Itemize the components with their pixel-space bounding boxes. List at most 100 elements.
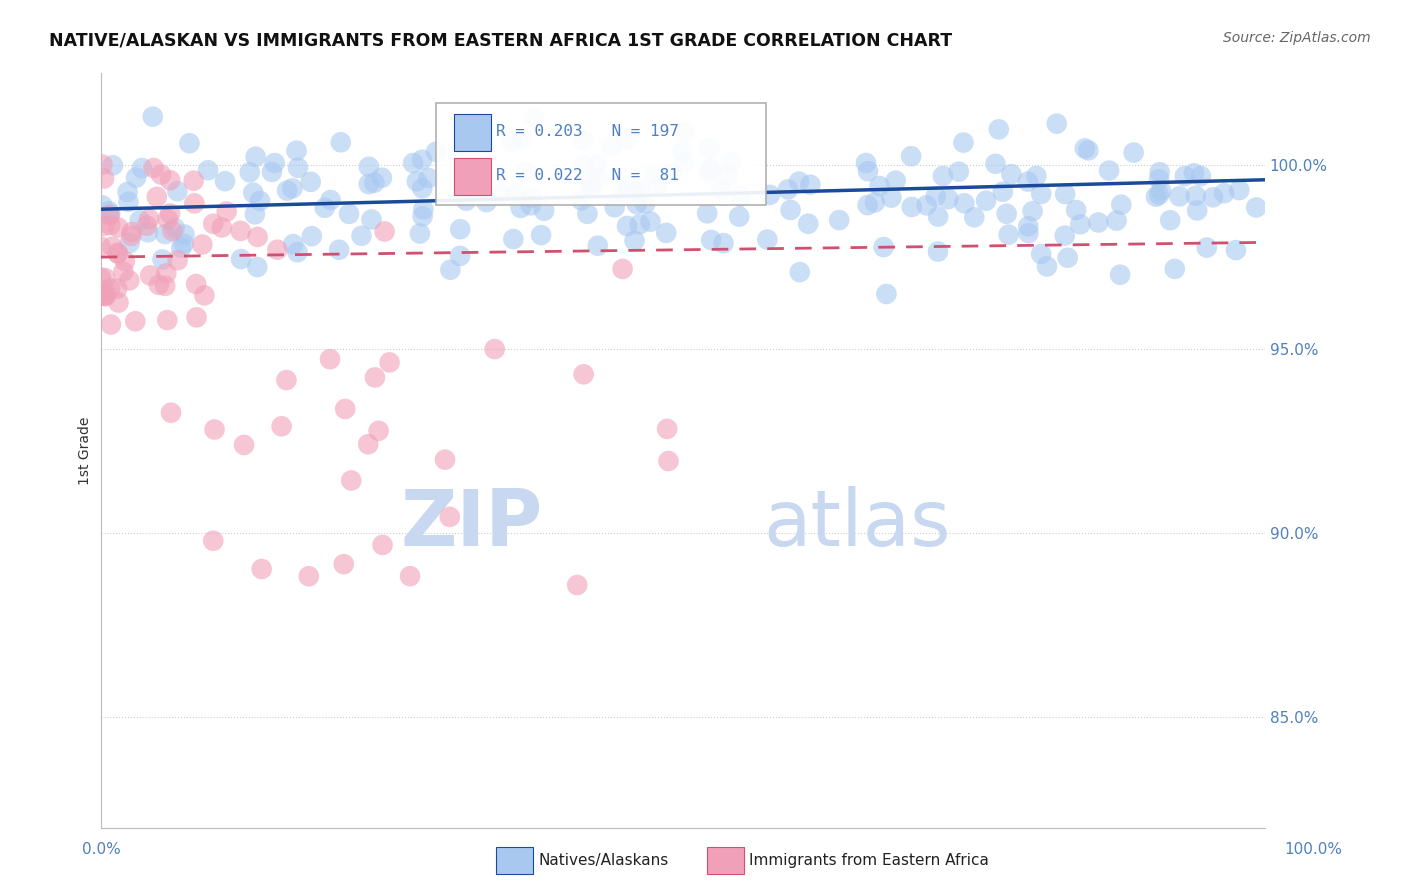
Point xyxy=(93,284,115,298)
Point xyxy=(124,314,146,328)
Point xyxy=(657,454,679,468)
Point xyxy=(357,437,380,451)
Point xyxy=(995,207,1018,221)
Point xyxy=(378,355,401,369)
Point xyxy=(571,194,593,208)
Point xyxy=(671,145,693,159)
Point xyxy=(1227,183,1250,197)
Point xyxy=(136,225,159,239)
Point xyxy=(197,163,219,178)
Point xyxy=(91,288,114,302)
Point xyxy=(229,224,252,238)
Point xyxy=(1149,165,1171,179)
Point xyxy=(579,178,602,192)
Point xyxy=(938,192,960,206)
Point xyxy=(655,226,678,240)
Point xyxy=(107,295,129,310)
Point xyxy=(644,168,666,182)
Point xyxy=(884,174,907,188)
Point xyxy=(484,342,506,356)
Point xyxy=(117,194,139,209)
Point xyxy=(869,178,891,193)
Point xyxy=(155,227,177,241)
Point xyxy=(655,422,678,436)
Point xyxy=(412,210,434,224)
Point xyxy=(229,252,252,266)
Point xyxy=(987,122,1010,136)
Y-axis label: 1st Grade: 1st Grade xyxy=(79,417,93,484)
Point xyxy=(776,182,799,196)
Point xyxy=(720,155,742,169)
Point xyxy=(915,198,938,212)
Point xyxy=(588,171,610,186)
Point xyxy=(787,175,810,189)
Point xyxy=(974,194,997,208)
Point xyxy=(1017,219,1039,234)
Point xyxy=(1244,201,1267,215)
Point xyxy=(285,144,308,158)
Point xyxy=(266,243,288,257)
Point xyxy=(1025,169,1047,183)
Point xyxy=(710,183,733,197)
Point xyxy=(458,177,481,191)
Point xyxy=(728,210,751,224)
Point xyxy=(696,206,718,220)
Point xyxy=(163,221,186,235)
Point xyxy=(270,419,292,434)
Point xyxy=(94,271,117,285)
Point xyxy=(363,176,385,190)
Point xyxy=(97,204,120,219)
Point xyxy=(1122,145,1144,160)
Point xyxy=(107,246,129,260)
Point xyxy=(953,196,976,211)
Point xyxy=(411,153,433,167)
Point xyxy=(449,249,471,263)
Point xyxy=(215,204,238,219)
Text: 100.0%: 100.0% xyxy=(1285,842,1343,856)
Point xyxy=(1147,172,1170,186)
Point xyxy=(101,240,124,254)
Point xyxy=(875,287,897,301)
Point xyxy=(179,136,201,151)
Point xyxy=(1185,203,1208,218)
Point xyxy=(357,160,380,174)
Point xyxy=(107,246,129,260)
Point xyxy=(828,213,851,227)
Point xyxy=(152,252,174,267)
Point xyxy=(576,207,599,221)
Point xyxy=(319,352,342,367)
Point xyxy=(756,233,779,247)
Point xyxy=(932,169,955,183)
Point xyxy=(287,245,309,260)
Point xyxy=(1046,117,1069,131)
Point xyxy=(114,254,136,268)
Point xyxy=(118,235,141,250)
Point xyxy=(360,212,382,227)
Point xyxy=(797,217,820,231)
Point xyxy=(91,198,114,212)
Point xyxy=(586,158,609,172)
Point xyxy=(183,174,205,188)
Text: R = 0.203   N = 197: R = 0.203 N = 197 xyxy=(496,124,679,139)
Point xyxy=(233,438,256,452)
Point xyxy=(283,237,305,252)
Point xyxy=(603,200,626,214)
Point xyxy=(502,232,524,246)
Point xyxy=(1225,243,1247,257)
Point xyxy=(263,156,285,170)
Point xyxy=(281,181,304,195)
Point xyxy=(146,190,169,204)
Point xyxy=(418,171,440,186)
Text: atlas: atlas xyxy=(763,486,950,562)
Point xyxy=(789,265,811,279)
Point xyxy=(239,165,262,179)
Point xyxy=(1184,189,1206,203)
Point xyxy=(520,198,543,212)
Point xyxy=(628,182,651,196)
Point xyxy=(399,569,422,583)
Point xyxy=(90,270,112,285)
Point xyxy=(142,161,165,175)
Point xyxy=(984,157,1007,171)
Point xyxy=(1000,167,1022,181)
Point xyxy=(98,208,121,222)
